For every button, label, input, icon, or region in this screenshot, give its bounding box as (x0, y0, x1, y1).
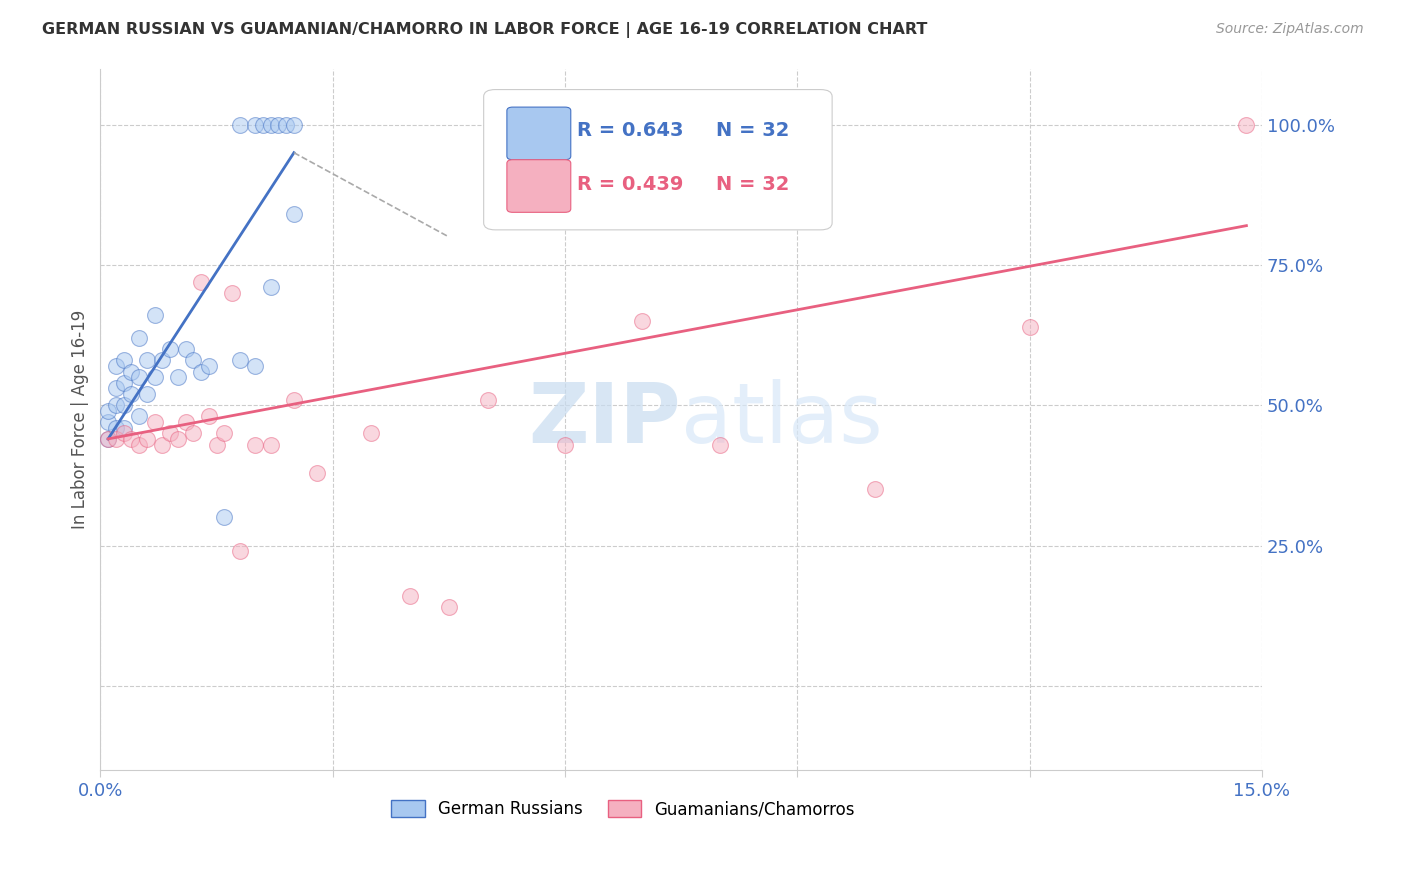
Point (554, 437, 576, 451)
Point (399, 589, 422, 603)
Point (212, 510, 235, 524)
Point (181, 353, 204, 368)
Y-axis label: In Labor Force | Age 16-19: In Labor Force | Age 16-19 (72, 310, 89, 529)
Point (229, 118, 252, 132)
Point (150, 353, 173, 368)
Legend: German Russians, Guamanians/Chamorros: German Russians, Guamanians/Chamorros (385, 793, 862, 825)
Point (276, 118, 298, 132)
Point (128, 370, 150, 384)
Point (245, 359, 267, 373)
Point (260, 118, 283, 132)
Point (112, 398, 135, 412)
Text: N = 32: N = 32 (716, 175, 789, 194)
Point (267, 118, 290, 132)
Text: R = 0.643: R = 0.643 (576, 120, 683, 140)
Point (135, 353, 157, 368)
Point (709, 437, 731, 451)
Point (112, 426, 135, 441)
Point (104, 398, 127, 412)
Point (283, 207, 305, 221)
Point (166, 432, 188, 446)
FancyBboxPatch shape (484, 89, 832, 230)
Point (97, 415, 120, 429)
FancyBboxPatch shape (508, 160, 571, 212)
Point (863, 483, 886, 497)
Point (104, 432, 127, 446)
Point (221, 285, 243, 300)
Point (159, 426, 181, 441)
Point (143, 370, 166, 384)
Point (245, 118, 267, 132)
Point (181, 426, 204, 441)
Point (283, 118, 305, 132)
Point (159, 342, 181, 356)
Point (143, 415, 166, 429)
Point (360, 426, 382, 441)
FancyBboxPatch shape (508, 107, 571, 160)
Point (205, 437, 228, 451)
Point (190, 275, 212, 289)
Point (128, 331, 150, 345)
Point (174, 415, 197, 429)
Text: R = 0.439: R = 0.439 (576, 175, 683, 194)
Point (112, 376, 135, 390)
Point (229, 544, 252, 558)
Point (128, 409, 150, 424)
Point (97, 404, 120, 418)
Point (150, 437, 173, 451)
Text: N = 32: N = 32 (716, 120, 789, 140)
Point (260, 280, 283, 294)
Point (97, 432, 120, 446)
Point (631, 314, 654, 328)
Point (477, 392, 499, 407)
Point (120, 387, 142, 401)
Point (120, 365, 142, 379)
Point (190, 365, 212, 379)
Point (104, 359, 127, 373)
Text: ZIP: ZIP (529, 379, 681, 459)
Point (120, 432, 142, 446)
Text: atlas: atlas (681, 379, 883, 459)
Point (104, 381, 127, 395)
Text: GERMAN RUSSIAN VS GUAMANIAN/CHAMORRO IN LABOR FORCE | AGE 16-19 CORRELATION CHAR: GERMAN RUSSIAN VS GUAMANIAN/CHAMORRO IN … (42, 22, 928, 38)
Text: Source: ZipAtlas.com: Source: ZipAtlas.com (1216, 22, 1364, 37)
Point (128, 437, 150, 451)
Point (307, 466, 329, 480)
Point (197, 409, 219, 424)
Point (197, 359, 219, 373)
Point (104, 420, 127, 434)
Point (437, 600, 460, 615)
Point (283, 392, 305, 407)
Point (212, 426, 235, 441)
Point (112, 353, 135, 368)
Point (245, 437, 267, 451)
Point (112, 420, 135, 434)
Point (1234, 118, 1257, 132)
Point (166, 370, 188, 384)
Point (174, 342, 197, 356)
Point (135, 432, 157, 446)
Point (97, 432, 120, 446)
Point (135, 387, 157, 401)
Point (1018, 319, 1040, 334)
Point (252, 118, 274, 132)
Point (143, 309, 166, 323)
Point (229, 353, 252, 368)
Point (260, 437, 283, 451)
